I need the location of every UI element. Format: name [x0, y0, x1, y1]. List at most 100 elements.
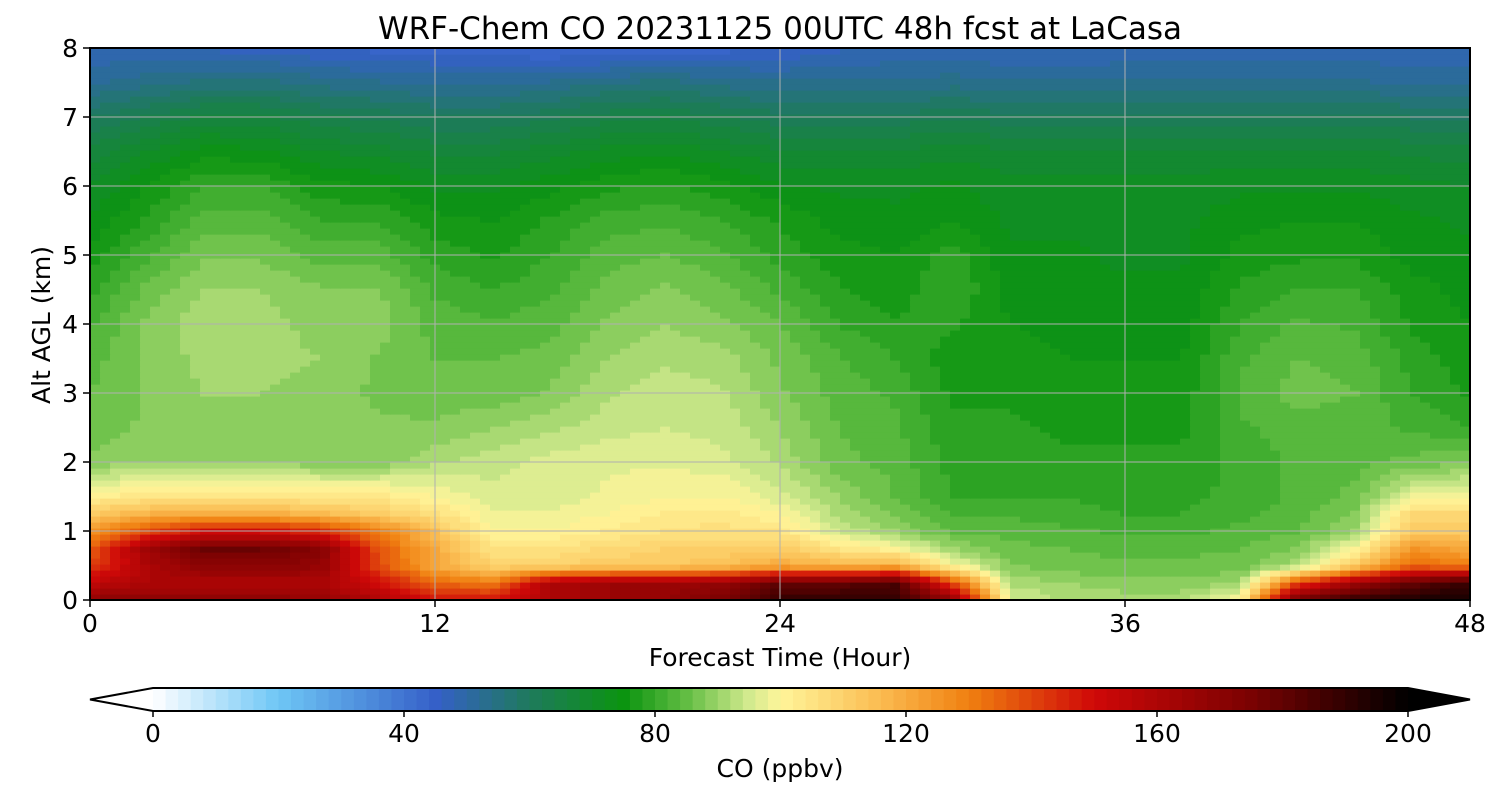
contour-cell [610, 480, 621, 487]
contour-cell [1130, 594, 1141, 601]
contour-cell [1300, 462, 1311, 469]
contour-cell [680, 492, 691, 499]
contour-cell [1250, 504, 1261, 511]
contour-cell [350, 522, 361, 529]
contour-cell [600, 504, 611, 511]
contour-cell [210, 522, 221, 529]
contour-cell [1400, 396, 1411, 403]
contour-cell [510, 396, 521, 403]
contour-cell [690, 564, 701, 571]
contour-cell [1050, 444, 1061, 451]
contour-cell [1220, 396, 1231, 403]
contour-cell [730, 408, 741, 415]
contour-cell [620, 576, 631, 583]
contour-cell [350, 510, 361, 517]
contour-cell [1140, 420, 1151, 427]
contour-cell [500, 534, 511, 541]
contour-cell [190, 588, 201, 595]
contour-cell [180, 594, 191, 601]
contour-cell [810, 492, 821, 499]
contour-cell [1280, 588, 1291, 595]
contour-cell [830, 480, 841, 487]
contour-cell [570, 426, 581, 433]
contour-cell [1270, 516, 1281, 523]
contour-cell [1000, 468, 1011, 475]
contour-cell [770, 564, 781, 571]
contour-cell [350, 534, 361, 541]
contour-cell [560, 558, 571, 565]
contour-cell [1080, 450, 1091, 457]
contour-cell [1050, 540, 1061, 547]
contour-cell [380, 480, 391, 487]
contour-cell [970, 510, 981, 517]
contour-cell [630, 570, 641, 577]
contour-cell [1410, 498, 1421, 505]
contour-cell [350, 426, 361, 433]
contour-cell [1150, 522, 1161, 529]
contour-cell [1460, 558, 1471, 565]
contour-cell [1330, 426, 1341, 433]
contour-cell [90, 504, 101, 511]
contour-cell [1060, 480, 1071, 487]
contour-cell [1090, 534, 1101, 541]
contour-cell [1090, 474, 1101, 481]
contour-cell [1010, 522, 1021, 529]
contour-cell [1080, 426, 1091, 433]
contour-cell [970, 444, 981, 451]
contour-cell [660, 564, 671, 571]
contour-cell [630, 504, 641, 511]
contour-cell [1170, 396, 1181, 403]
contour-cell [110, 558, 121, 565]
contour-cell [190, 492, 201, 499]
contour-cell [1150, 408, 1161, 415]
contour-cell [1190, 534, 1201, 541]
contour-cell [1400, 558, 1411, 565]
contour-cell [970, 408, 981, 415]
contour-cell [560, 444, 571, 451]
contour-cell [1380, 492, 1391, 499]
contour-cell [360, 588, 371, 595]
contour-cell [1230, 444, 1241, 451]
contour-cell [700, 384, 711, 391]
contour-cell [1200, 474, 1211, 481]
contour-cell [490, 588, 501, 595]
contour-cell [1100, 426, 1111, 433]
contour-cell [1280, 582, 1291, 589]
contour-cell [890, 492, 901, 499]
contour-cell [470, 582, 481, 589]
contour-cell [320, 480, 331, 487]
contour-cell [680, 540, 691, 547]
contour-cell [280, 450, 291, 457]
contour-cell [930, 576, 941, 583]
contour-cell [920, 582, 931, 589]
contour-cell [1040, 552, 1051, 559]
contour-cell [130, 486, 141, 493]
contour-cell [720, 516, 731, 523]
contour-cell [850, 576, 861, 583]
contour-cell [420, 438, 431, 445]
contour-cell [660, 468, 671, 475]
contour-cell [820, 426, 831, 433]
contour-cell [1170, 444, 1181, 451]
contour-cell [460, 444, 471, 451]
contour-cell [1430, 462, 1441, 469]
contour-cell [750, 516, 761, 523]
contour-cell [250, 420, 261, 427]
contour-cell [1080, 474, 1091, 481]
contour-cell [830, 594, 841, 601]
contour-cell [480, 498, 491, 505]
contour-cell [800, 444, 811, 451]
contour-cell [1220, 480, 1231, 487]
contour-cell [1220, 474, 1231, 481]
contour-cell [580, 474, 591, 481]
contour-cell [130, 534, 141, 541]
contour-cell [1170, 564, 1181, 571]
contour-cell [820, 402, 831, 409]
contour-cell [680, 576, 691, 583]
contour-cell [650, 438, 661, 445]
contour-cell [200, 540, 211, 547]
contour-cell [880, 546, 891, 553]
contour-cell [100, 582, 111, 589]
contour-cell [1090, 576, 1101, 583]
contour-cell [290, 414, 301, 421]
